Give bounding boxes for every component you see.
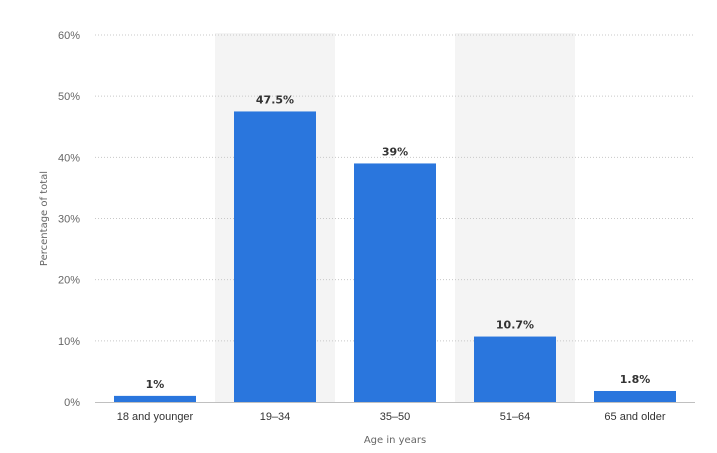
- data-label: 39%: [382, 145, 408, 158]
- bar: [594, 390, 676, 402]
- y-tick-label: 0%: [64, 397, 80, 409]
- y-tick-label: 20%: [58, 275, 80, 287]
- x-tick-label: 65 and older: [604, 411, 665, 423]
- data-label: 1.8%: [620, 373, 651, 386]
- y-axis-ticks: 0% 10% 20% 30% 40% 50% 60%: [58, 30, 80, 409]
- data-label: 1%: [146, 378, 165, 391]
- y-tick-label: 40%: [58, 152, 80, 164]
- data-label: 10.7%: [496, 319, 534, 332]
- y-tick-label: 50%: [58, 91, 80, 103]
- data-label: 47.5%: [256, 93, 294, 106]
- y-tick-label: 30%: [58, 214, 80, 226]
- x-tick-label: 35–50: [380, 411, 411, 423]
- bar: [234, 111, 316, 402]
- bar: [474, 336, 556, 402]
- data-labels: 1% 47.5% 39% 10.7% 1.8%: [146, 93, 651, 390]
- y-tick-label: 60%: [58, 30, 80, 42]
- bar: [354, 163, 436, 402]
- bars: [114, 111, 676, 402]
- x-tick-label: 19–34: [260, 411, 291, 423]
- x-axis-categories: 18 and younger 19–34 35–50 51–64 65 and olde…: [117, 411, 666, 423]
- y-tick-label: 10%: [58, 336, 80, 348]
- y-axis-title: Percentage of total: [39, 171, 50, 266]
- bar: [114, 395, 196, 402]
- x-tick-label: 51–64: [500, 411, 531, 423]
- x-axis-title: Age in years: [364, 435, 426, 446]
- x-tick-label: 18 and younger: [117, 411, 194, 423]
